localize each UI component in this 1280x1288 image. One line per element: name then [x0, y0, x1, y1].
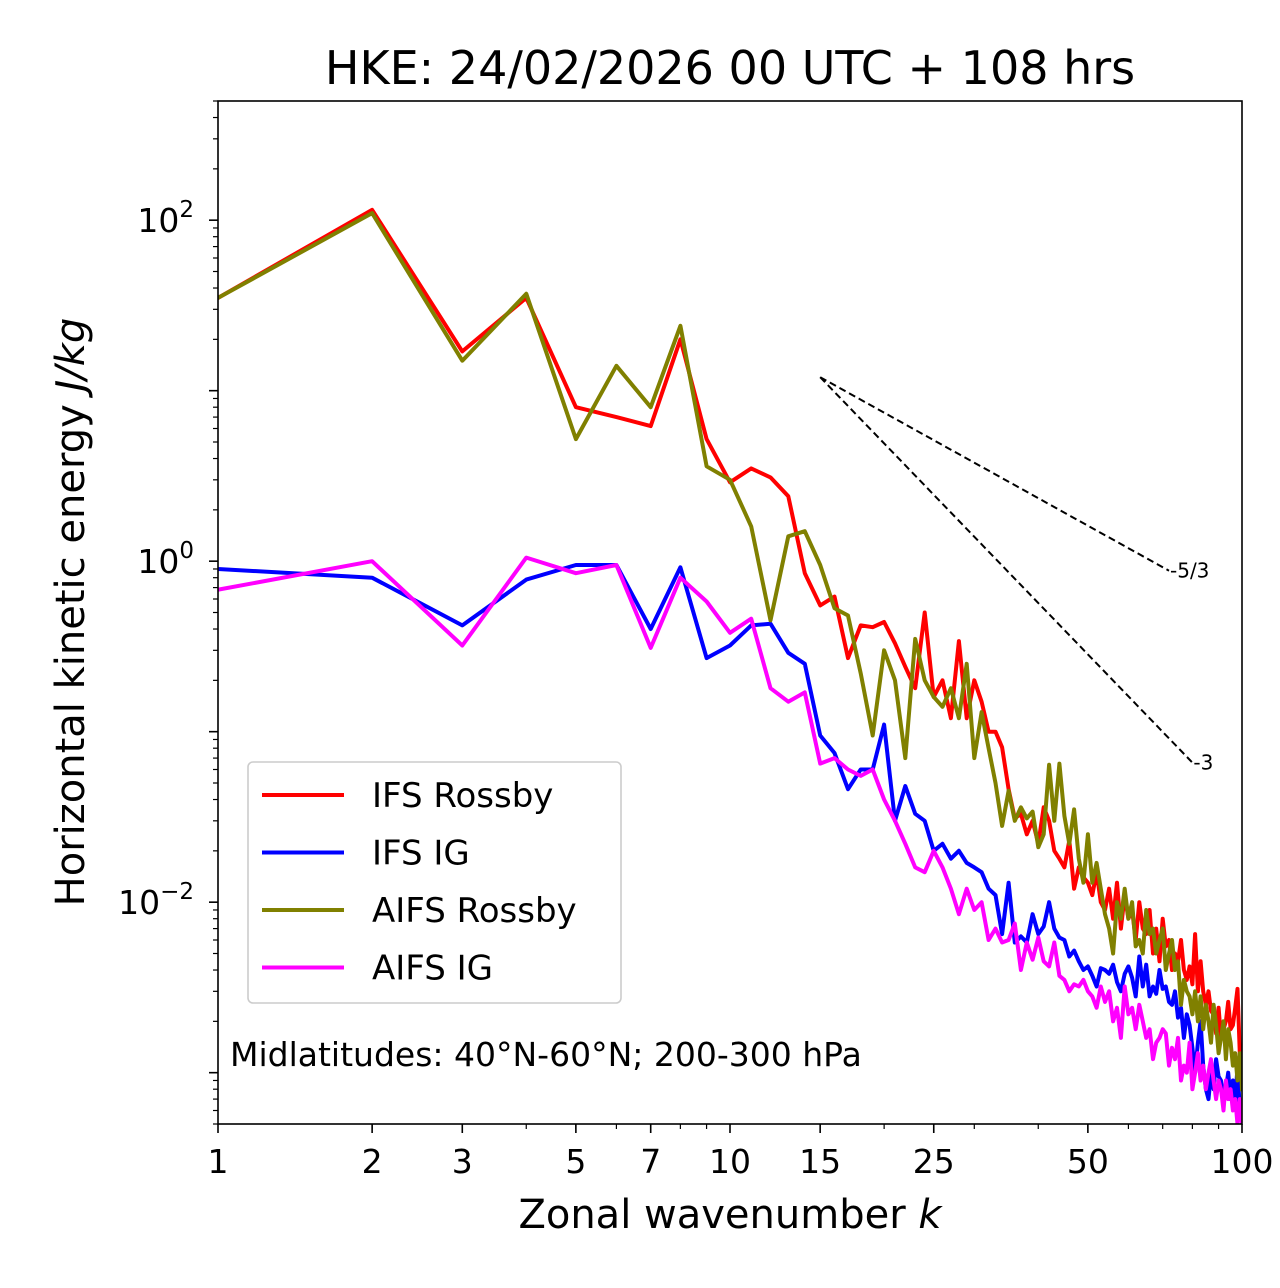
x-tick-label: 100 — [1211, 1142, 1274, 1181]
region-annotation: Midlatitudes: 40°N-60°N; 200-300 hPa — [230, 1035, 862, 1074]
y-tick-label: 102 — [137, 197, 194, 240]
x-tick-label: 2 — [362, 1142, 383, 1181]
y-axis-label: Horizontal kinetic energy J/kg — [48, 318, 94, 907]
series-line-ifs-ig — [218, 563, 1242, 1113]
x-tick-label: 25 — [913, 1142, 955, 1181]
x-tick-label: 10 — [709, 1142, 751, 1181]
y-tick-label: 10−2 — [118, 879, 194, 922]
y-axis: 102 100 10−2 — [118, 100, 218, 1125]
chart-title: HKE: 24/02/2026 00 UTC + 108 hrs — [325, 41, 1135, 95]
series-line-aifs-rossby — [218, 211, 1242, 1092]
x-tick-label: 50 — [1067, 1142, 1109, 1181]
legend-items: IFS Rossby IFS IG AIFS Rossby AIFS IG — [262, 776, 577, 989]
reference-line-label-1: -3 — [1193, 751, 1213, 775]
x-tick-label: 1 — [208, 1142, 229, 1181]
x-axis-label: Zonal wavenumber k — [518, 1192, 943, 1238]
legend-label-ifs-rossby: IFS Rossby — [372, 776, 553, 816]
legend-box — [247, 761, 622, 1004]
x-tick-label: 15 — [799, 1142, 841, 1181]
legend-label-ifs-ig: IFS IG — [372, 834, 470, 874]
legend-label-aifs-rossby: AIFS Rossby — [372, 891, 577, 931]
x-axis-label-main: Zonal wavenumber — [518, 1192, 918, 1238]
x-axis-label-variable: k — [918, 1192, 943, 1238]
series-lines — [218, 207, 1242, 1124]
x-tick-label: 7 — [640, 1142, 661, 1181]
x-tick-label: 3 — [452, 1142, 473, 1181]
series-line-aifs-ig — [218, 555, 1242, 1124]
y-axis-label-main: Horizontal kinetic energy — [48, 392, 94, 907]
y-axis-label-unit: J/kg — [48, 318, 94, 399]
reference-line-label-0: -5/3 — [1170, 559, 1209, 583]
reference-line-0 — [819, 376, 1170, 572]
legend-label-aifs-ig: AIFS IG — [372, 949, 493, 989]
x-axis: 1 2 3 5 7 10 15 25 50 100 — [208, 1124, 1274, 1181]
reference-line-1 — [819, 376, 1194, 764]
reference-slope-lines: -5/3 -3 — [819, 376, 1213, 775]
x-tick-label: 5 — [565, 1142, 586, 1181]
y-tick-label: 100 — [137, 538, 194, 581]
legend: IFS Rossby IFS IG AIFS Rossby AIFS IG — [247, 761, 622, 1004]
